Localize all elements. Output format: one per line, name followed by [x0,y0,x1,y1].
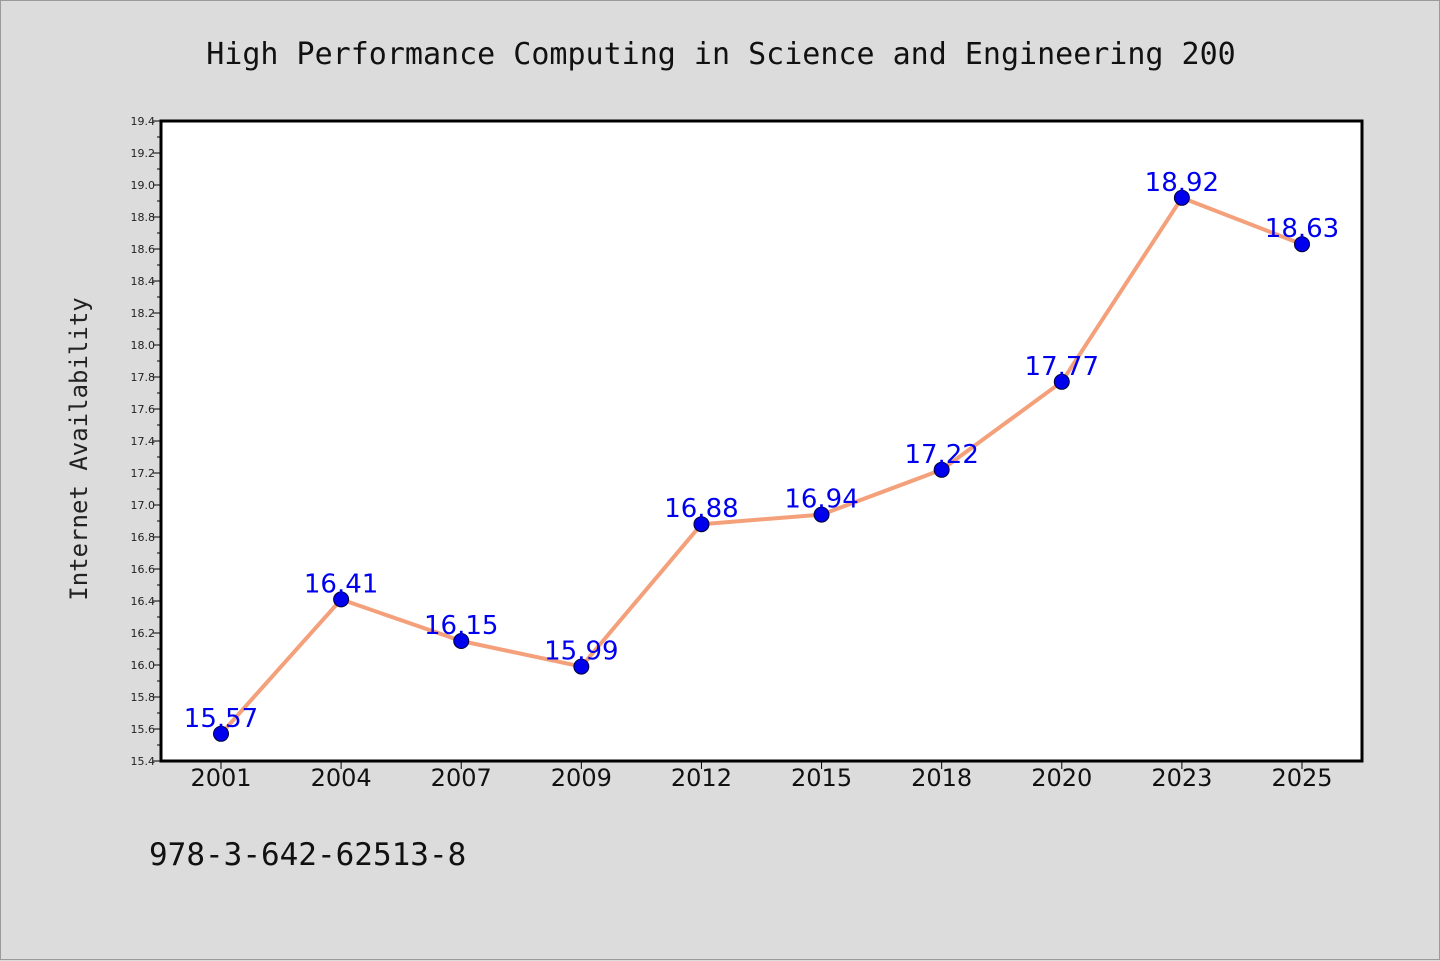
y-tick-label: 17.0 [131,499,156,512]
x-tick-label: 2009 [551,764,612,792]
data-point [813,506,830,523]
y-tick-label: 16.2 [131,627,156,640]
y-tick-label: 16.8 [131,531,156,544]
y-tick-label: 15.8 [131,691,156,704]
data-point [1294,236,1310,253]
y-tick-label: 19.4 [131,115,156,128]
x-tick-label: 2001 [190,764,251,792]
y-tick-label: 18.2 [131,307,156,320]
y-tick-label: 17.4 [131,435,156,448]
series-line [219,195,1303,736]
data-point [1173,189,1190,206]
plot-area [161,121,1362,761]
data-point [333,591,350,608]
data-value-label: 18.92 [1145,168,1219,198]
y-tick-label: 18.0 [131,339,156,352]
y-tick-label: 18.8 [131,211,156,224]
y-tick-label: 18.6 [131,243,156,256]
series-group: 15.57 16.41 16.15 15.99 16.88 16.94 17.22 17.77… [184,168,1339,742]
data-value-label: 16.88 [664,494,738,524]
y-tick-label: 15.6 [131,723,156,736]
x-tick-label: 2015 [791,764,852,792]
x-tick-label: 2004 [311,764,372,792]
y-tick-label: 18.4 [131,275,156,288]
data-point [573,658,590,675]
data-value-label: 18.63 [1265,214,1339,244]
y-tick-label: 17.2 [131,467,156,480]
data-value-label: 16.15 [424,611,498,641]
y-tick-label: 15.4 [131,755,156,768]
x-tick-label: 2007 [431,764,492,792]
y-tick-label: 16.6 [131,563,156,576]
y-tick-label: 16.4 [131,595,156,608]
data-point [213,725,229,742]
data-point [1053,373,1070,390]
y-tick-label: 16.0 [131,659,156,672]
y-tick-label: 19.0 [131,179,156,192]
x-tick-label: 2018 [911,764,972,792]
data-value-label: 15.99 [544,637,618,667]
y-tick-label: 17.8 [131,371,156,384]
axis-ticks: 15.4 15.6 15.8 16.0 16.2 16.4 16.6 16.8 17.0 17.2… [131,115,1333,792]
data-value-label: 17.22 [904,440,978,470]
plot-border [159,119,1364,763]
y-axis-label: Internet Availability [65,297,93,600]
data-value-label: 16.41 [304,569,378,599]
data-point [933,461,950,478]
data-value-label: 17.77 [1025,352,1099,382]
y-tick-label: 19.2 [131,147,156,160]
chart-title: High Performance Computing in Science an… [206,37,1236,72]
data-value-label: 15.57 [184,704,258,734]
isbn-text: 978-3-642-62513-8 [149,837,466,873]
x-tick-label: 2012 [671,764,732,792]
x-tick-label: 2023 [1151,764,1212,792]
data-point [453,633,470,649]
data-value-label: 16.94 [784,485,858,515]
x-tick-label: 2025 [1271,764,1332,792]
y-tick-label: 17.6 [131,403,156,416]
x-tick-label: 2020 [1031,764,1092,792]
data-point [693,516,710,533]
